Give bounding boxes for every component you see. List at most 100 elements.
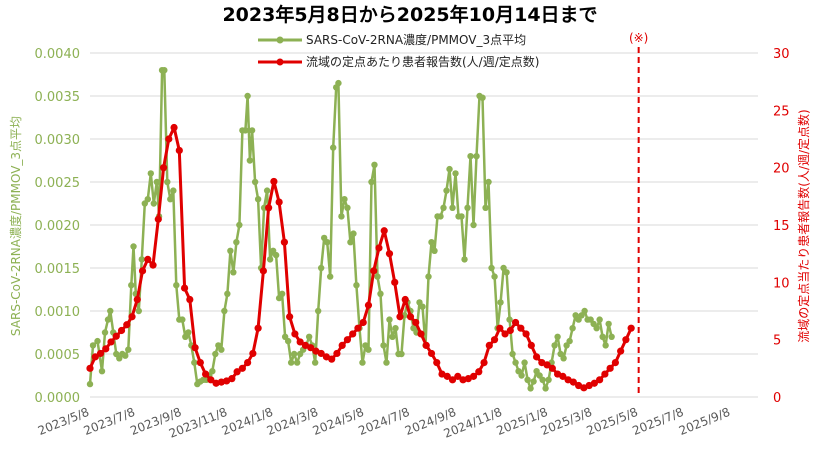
data-point	[440, 204, 447, 211]
data-point	[347, 239, 354, 246]
data-point	[224, 290, 231, 297]
data-point	[503, 269, 510, 276]
data-point	[569, 325, 576, 332]
data-point	[179, 316, 186, 323]
data-point	[371, 161, 378, 168]
data-point	[512, 359, 519, 366]
data-point	[458, 213, 465, 220]
data-point	[602, 342, 609, 349]
data-point	[154, 215, 162, 223]
data-point	[398, 350, 405, 358]
data-point	[89, 342, 97, 349]
x-tick-label: 2025/9/8	[677, 405, 732, 438]
data-point	[326, 273, 334, 280]
data-point	[191, 359, 198, 366]
right-tick-label: 15	[773, 219, 790, 234]
data-point	[527, 385, 534, 392]
data-point	[317, 349, 325, 358]
data-point	[364, 301, 373, 309]
data-point	[201, 370, 210, 378]
data-point	[425, 273, 432, 280]
data-point	[590, 379, 598, 387]
data-point	[596, 376, 604, 384]
left-tick-label: 0.0010	[35, 305, 81, 320]
data-point	[107, 338, 115, 346]
data-point	[159, 164, 168, 172]
data-point	[272, 251, 280, 259]
data-point	[251, 178, 259, 186]
data-point	[506, 316, 513, 323]
data-point	[165, 135, 173, 143]
left-tick-label: 0.0005	[35, 348, 81, 363]
data-point	[221, 307, 228, 315]
data-point	[370, 267, 378, 275]
data-point	[254, 196, 262, 203]
data-point	[161, 67, 168, 74]
data-point	[122, 352, 129, 359]
data-point	[287, 359, 295, 366]
series-rna	[86, 67, 615, 392]
data-point	[186, 295, 194, 304]
data-point	[511, 318, 520, 327]
data-point	[448, 376, 457, 384]
data-point	[94, 337, 101, 345]
data-point	[249, 349, 257, 358]
data-point	[101, 329, 109, 336]
left-tick-label: 0.0035	[35, 90, 81, 105]
data-point	[323, 239, 331, 246]
data-point	[149, 261, 157, 269]
annotation-label: (※)	[629, 31, 648, 45]
data-point	[266, 256, 274, 263]
data-point	[290, 350, 298, 358]
right-tick-label: 0	[773, 391, 781, 406]
data-point	[96, 349, 105, 358]
data-point	[611, 359, 619, 367]
data-point	[314, 307, 322, 315]
data-point	[469, 372, 478, 380]
data-point	[383, 359, 390, 366]
data-point	[238, 364, 246, 372]
data-point	[265, 204, 273, 212]
data-point	[548, 364, 556, 372]
data-point	[542, 385, 549, 392]
data-point	[164, 178, 171, 186]
data-point	[396, 313, 404, 321]
data-point	[196, 359, 204, 367]
data-point	[270, 177, 278, 186]
data-point	[296, 338, 304, 346]
data-point	[375, 244, 383, 252]
data-point	[422, 341, 430, 349]
data-point	[622, 336, 630, 344]
data-point	[406, 313, 415, 321]
data-point	[128, 313, 136, 321]
x-tick-label: 2024/5/8	[311, 405, 366, 438]
data-point	[454, 372, 462, 380]
data-point	[170, 187, 177, 194]
data-point	[627, 324, 635, 332]
data-point	[128, 282, 135, 289]
data-point	[138, 267, 147, 275]
data-point	[329, 144, 337, 151]
data-point	[593, 325, 600, 332]
data-point	[527, 341, 535, 349]
data-point	[350, 230, 357, 237]
left-tick-label: 0.0025	[35, 176, 81, 191]
legend-label-rna: SARS-CoV-2RNA濃度/PMMOV_3点平均	[306, 32, 526, 47]
data-point	[284, 337, 292, 345]
right-axis-ticks: 0 5 10 15 20 25 30	[773, 47, 790, 406]
data-point	[263, 187, 271, 194]
data-point	[218, 346, 225, 353]
data-point	[311, 359, 319, 366]
data-point	[617, 347, 625, 355]
data-point	[227, 247, 234, 254]
data-point	[135, 307, 142, 315]
data-point	[401, 295, 409, 304]
data-point	[374, 273, 381, 280]
data-point	[144, 255, 152, 263]
data-point	[275, 198, 283, 206]
data-point	[377, 290, 384, 297]
legend: SARS-CoV-2RNA濃度/PMMOV_3点平均 流域の定点あたり患者報告数…	[258, 32, 539, 69]
data-point	[606, 364, 614, 372]
data-point	[601, 370, 609, 378]
data-point	[446, 165, 453, 173]
